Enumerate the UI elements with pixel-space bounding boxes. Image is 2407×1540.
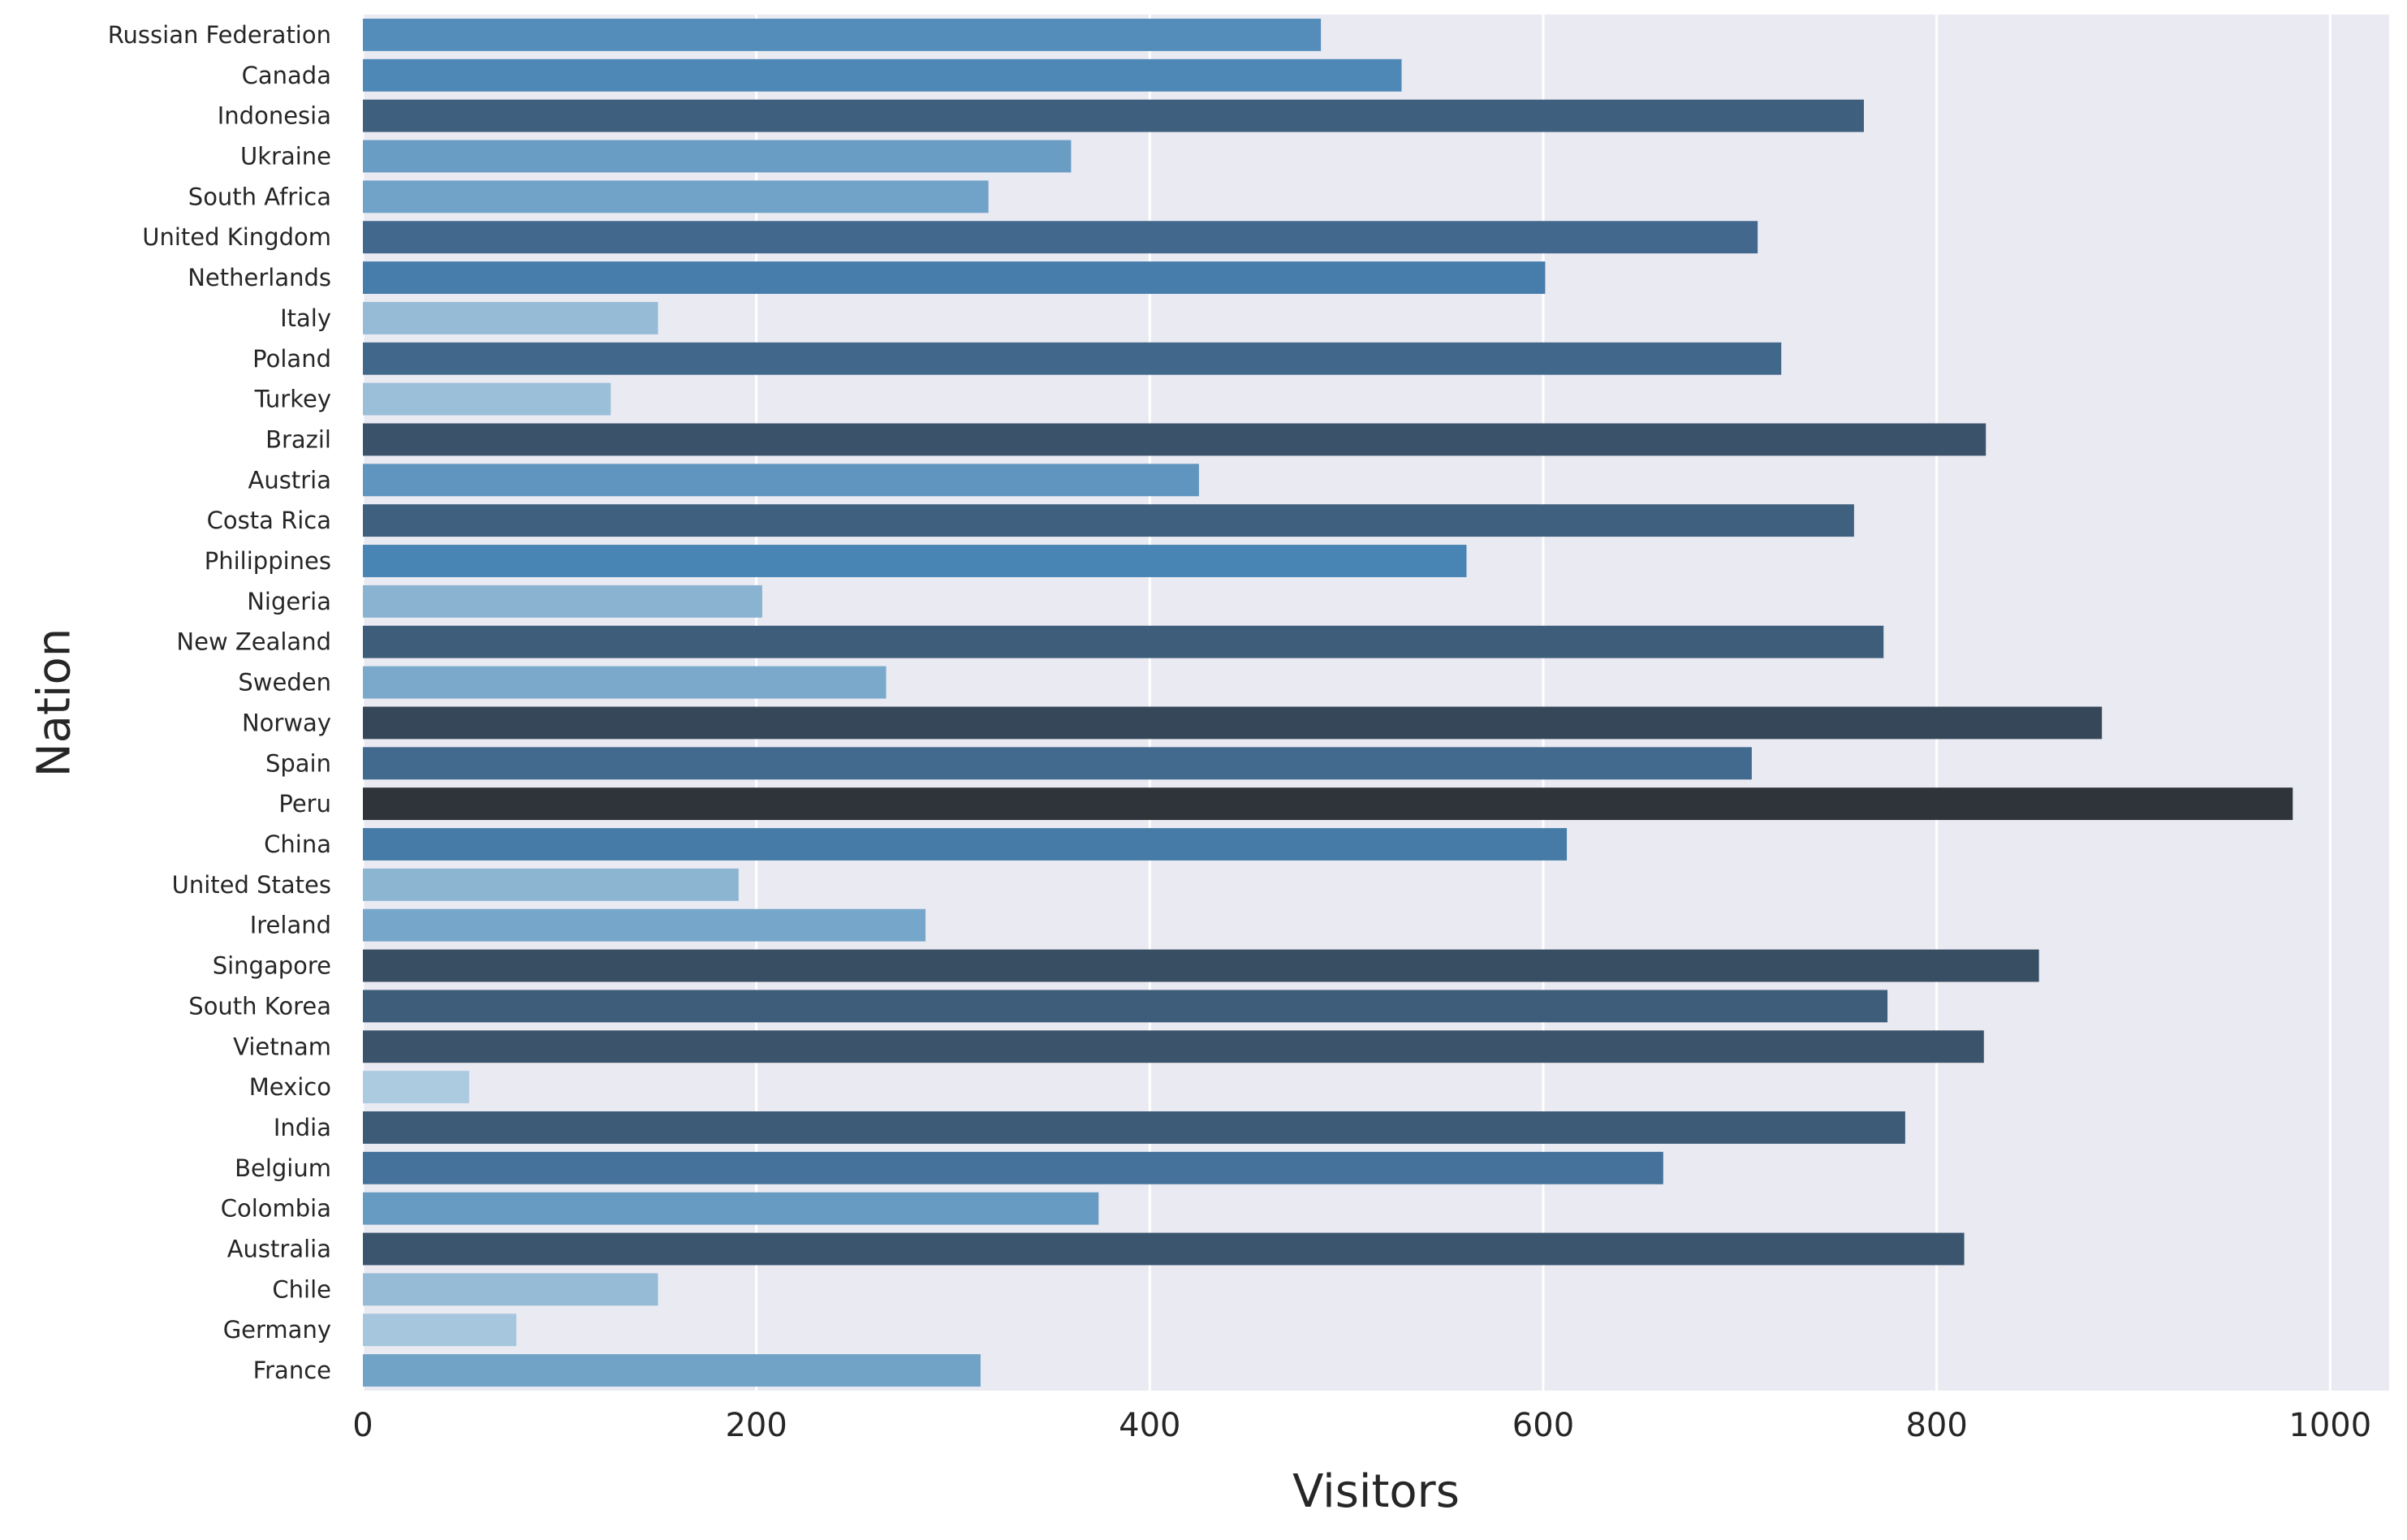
- y-tick-label: Ireland: [250, 912, 331, 939]
- bar-netherlands: [363, 261, 1546, 294]
- y-tick-label: South Africa: [188, 183, 331, 210]
- y-tick-label: Nigeria: [247, 588, 331, 615]
- bar-indonesia: [363, 99, 1864, 132]
- y-tick-label: Netherlands: [188, 264, 331, 291]
- bar-india: [363, 1111, 1905, 1144]
- bar-belgium: [363, 1151, 1663, 1184]
- y-tick-label: France: [253, 1357, 331, 1384]
- x-axis-title: Visitors: [1292, 1465, 1460, 1518]
- bar-singapore: [363, 949, 2039, 982]
- bar-nigeria: [363, 585, 762, 618]
- y-tick-label: Norway: [242, 709, 331, 736]
- bar-russian-federation: [363, 18, 1322, 51]
- x-tick-label: 600: [1512, 1407, 1574, 1444]
- y-tick-labels: Russian Federation Canada Indonesia Ukraine…: [108, 21, 331, 1384]
- bar-australia: [363, 1232, 1965, 1266]
- y-axis-title: Nation: [28, 628, 81, 777]
- bar-colombia: [363, 1192, 1099, 1225]
- bar-france: [363, 1354, 981, 1387]
- y-tick-label: Peru: [278, 790, 331, 817]
- y-tick-label: Austria: [248, 466, 331, 494]
- bars: [363, 18, 2293, 1387]
- y-tick-label: India: [274, 1114, 331, 1141]
- bar-china: [363, 828, 1568, 861]
- bar-brazil: [363, 423, 1986, 456]
- x-tick-label: 400: [1119, 1407, 1180, 1444]
- bar-united-kingdom: [363, 221, 1758, 254]
- y-tick-label: Poland: [252, 345, 331, 373]
- x-tick-label: 1000: [2288, 1407, 2371, 1444]
- y-tick-label: Costa Rica: [207, 507, 331, 534]
- bar-germany: [363, 1314, 517, 1347]
- bar-ukraine: [363, 140, 1072, 173]
- y-tick-label: Indonesia: [218, 102, 331, 130]
- y-tick-label: United Kingdom: [142, 223, 331, 251]
- y-tick-label: Singapore: [213, 952, 331, 980]
- bar-norway: [363, 706, 2103, 740]
- y-tick-label: Italy: [280, 304, 331, 332]
- y-tick-label: China: [264, 830, 331, 858]
- x-tick-labels: 0 200 400 600 800 1000: [352, 1407, 2371, 1444]
- bar-united-states: [363, 868, 739, 901]
- bar-sweden: [363, 666, 886, 699]
- y-tick-label: Canada: [242, 62, 331, 89]
- bar-costa-rica: [363, 504, 1854, 537]
- bar-vietnam: [363, 1030, 1984, 1063]
- y-tick-label: Australia: [227, 1236, 331, 1263]
- y-tick-label: Belgium: [235, 1154, 331, 1182]
- y-tick-label: Spain: [265, 749, 331, 777]
- bar-austria: [363, 464, 1199, 497]
- bar-south-africa: [363, 180, 989, 214]
- bar-new-zealand: [363, 625, 1884, 658]
- y-tick-label: South Korea: [188, 992, 331, 1020]
- y-tick-label: New Zealand: [176, 628, 331, 656]
- bar-philippines: [363, 545, 1467, 577]
- y-tick-label: Germany: [223, 1316, 331, 1344]
- bar-turkey: [363, 382, 611, 416]
- x-tick-label: 800: [1905, 1407, 1967, 1444]
- x-tick-label: 200: [725, 1407, 787, 1444]
- y-tick-label: Colombia: [221, 1195, 331, 1223]
- bar-spain: [363, 747, 1752, 780]
- y-tick-label: Chile: [272, 1275, 331, 1303]
- y-tick-label: Mexico: [249, 1073, 331, 1101]
- y-tick-label: Brazil: [265, 425, 331, 453]
- y-tick-label: Ukraine: [240, 142, 331, 170]
- y-tick-label: Turkey: [254, 386, 331, 413]
- bar-italy: [363, 301, 658, 334]
- y-tick-label: Sweden: [238, 669, 331, 697]
- bar-south-korea: [363, 990, 1888, 1023]
- x-tick-label: 0: [352, 1407, 373, 1444]
- bar-chile: [363, 1273, 658, 1306]
- bar-poland: [363, 342, 1782, 375]
- bar-peru: [363, 787, 2293, 821]
- y-tick-label: United States: [172, 871, 331, 899]
- y-tick-label: Vietnam: [233, 1033, 331, 1060]
- bar-ireland: [363, 908, 926, 942]
- y-tick-label: Philippines: [205, 547, 331, 575]
- bar-mexico: [363, 1071, 469, 1104]
- bar-canada: [363, 58, 1402, 92]
- y-tick-label: Russian Federation: [108, 21, 331, 49]
